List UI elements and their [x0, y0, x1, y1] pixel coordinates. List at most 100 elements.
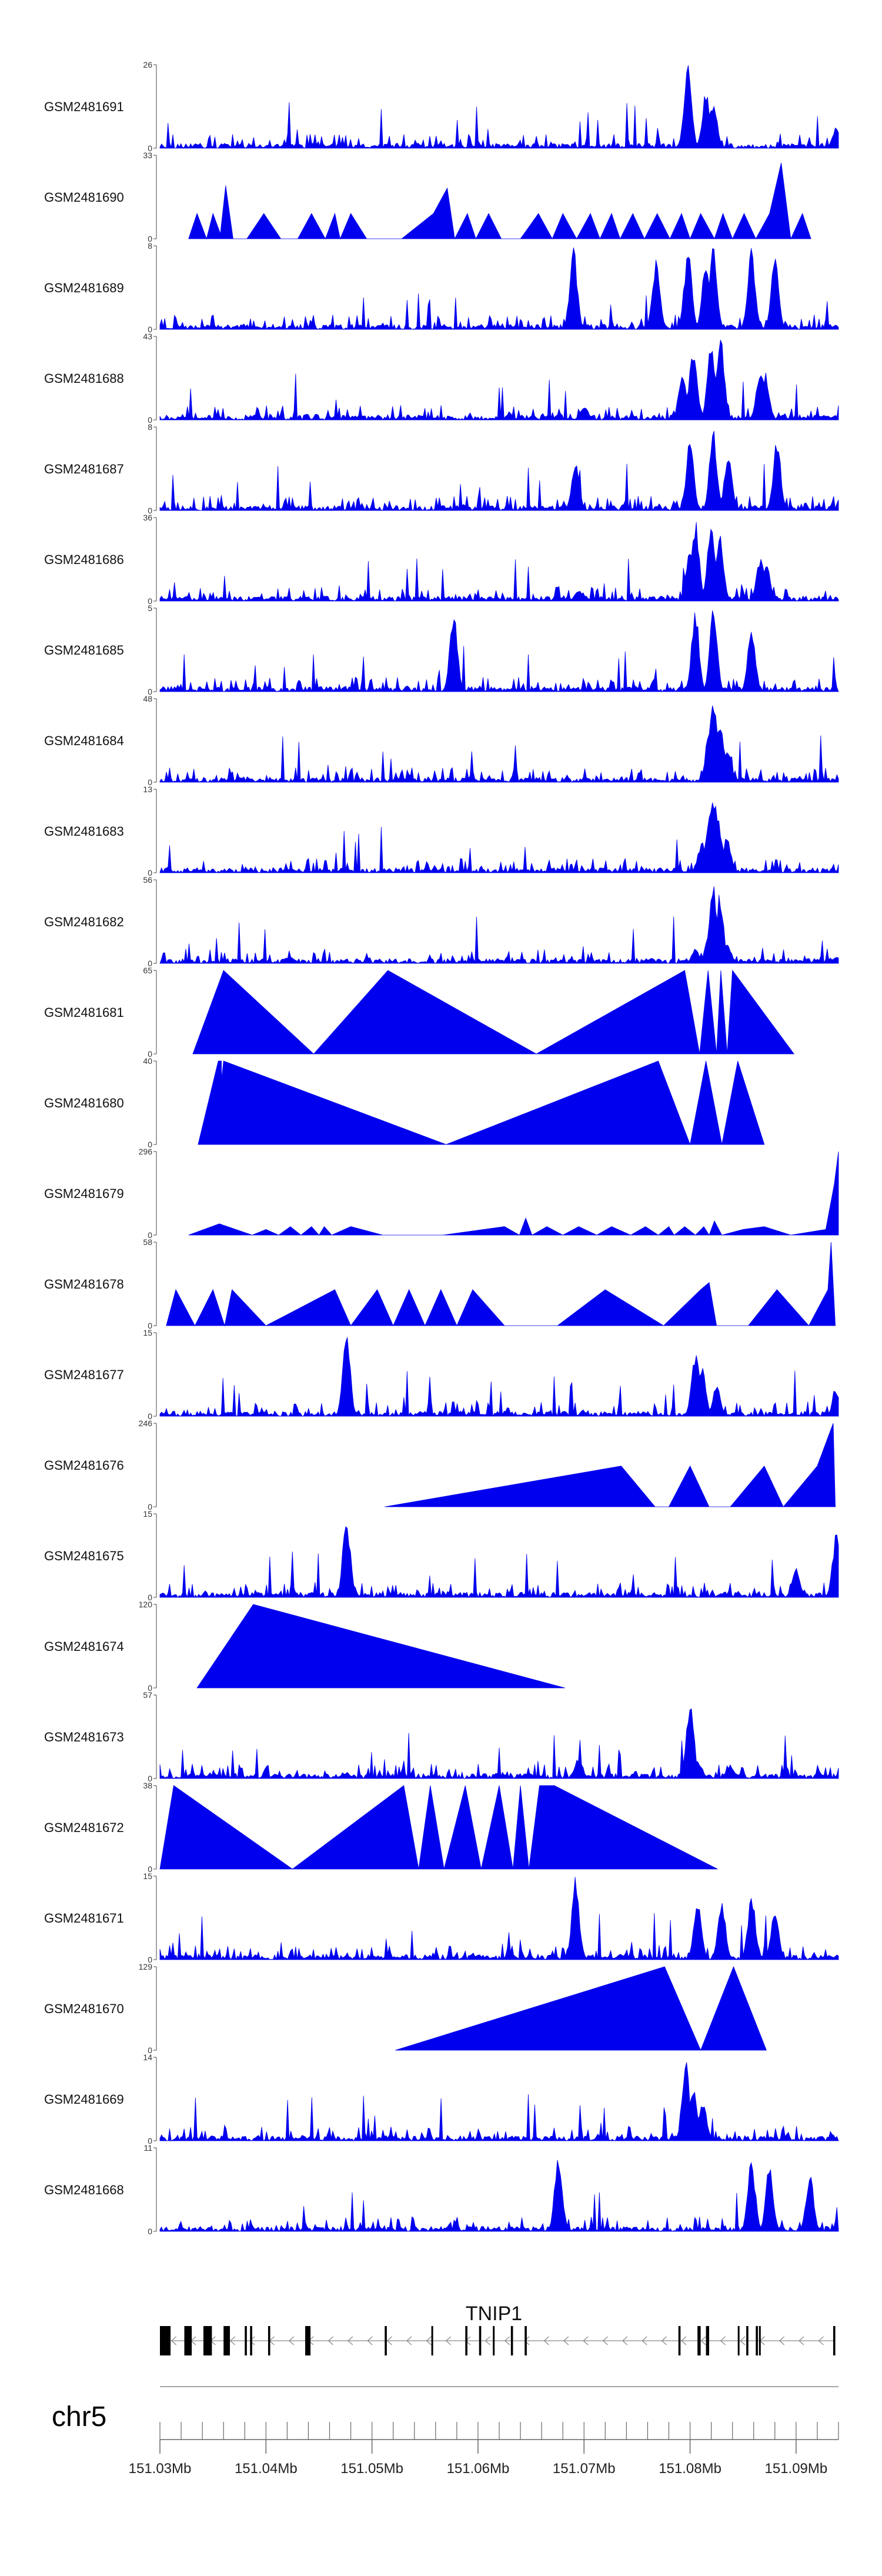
track-gsm2481678: GSM2481678 58 0 — [44, 1237, 836, 1330]
y-zero-label: 0 — [148, 596, 152, 606]
track-gsm2481676: GSM2481676 246 0 — [44, 1419, 836, 1511]
exon — [268, 2326, 270, 2355]
track-gsm2481688: GSM2481688 43 0 — [44, 332, 839, 425]
y-zero-label: 0 — [148, 325, 152, 334]
gene-model-track: TNIP1 — [160, 2303, 838, 2387]
y-max-label: 57 — [143, 1690, 152, 1700]
y-max-label: 14 — [143, 2053, 152, 2062]
x-tick-label: 151.03Mb — [129, 2461, 192, 2477]
strand-chevron — [367, 2336, 373, 2345]
exon — [203, 2326, 212, 2355]
y-zero-label: 0 — [148, 687, 152, 696]
x-tick-label: 151.07Mb — [553, 2461, 616, 2477]
track-gsm2481673: GSM2481673 57 0 — [44, 1690, 839, 1783]
strand-chevron — [622, 2336, 628, 2345]
y-max-label: 58 — [143, 1237, 152, 1247]
exon — [746, 2326, 749, 2355]
y-max-label: 129 — [139, 1962, 153, 1971]
strand-chevron — [543, 2336, 549, 2345]
y-zero-label: 0 — [148, 1412, 152, 1421]
signal-area — [159, 1708, 839, 1779]
strand-chevron — [229, 2336, 236, 2345]
strand-chevron — [426, 2336, 432, 2345]
track-gsm2481691: GSM2481691 26 0 — [44, 60, 839, 153]
signal-area — [192, 969, 795, 1055]
strand-chevron — [406, 2336, 412, 2345]
strand-chevron — [288, 2336, 295, 2345]
chromosome-label: chr5 — [52, 2401, 106, 2432]
signal-area — [159, 886, 839, 965]
strand-chevron — [799, 2336, 804, 2345]
track-label: GSM2481670 — [44, 2001, 124, 2016]
y-max-label: 26 — [143, 60, 152, 69]
y-zero-label: 0 — [148, 415, 152, 425]
y-zero-label: 0 — [148, 1140, 152, 1149]
y-max-label: 65 — [143, 966, 152, 975]
signal-area — [159, 2160, 839, 2233]
track-gsm2481689: GSM2481689 8 0 — [44, 241, 839, 334]
track-gsm2481675: GSM2481675 15 0 — [44, 1509, 839, 1602]
signal-area — [159, 802, 839, 873]
strand-chevron — [524, 2336, 530, 2345]
signal-area — [196, 1604, 565, 1689]
track-gsm2481687: GSM2481687 8 0 — [44, 422, 839, 515]
track-label: GSM2481683 — [44, 824, 124, 839]
strand-chevron — [347, 2336, 353, 2345]
strand-chevron — [720, 2336, 726, 2345]
strand-chevron — [700, 2336, 706, 2345]
y-max-label: 33 — [143, 151, 152, 160]
y-zero-label: 0 — [148, 144, 152, 153]
track-gsm2481685: GSM2481685 5 0 — [44, 603, 839, 696]
track-label: GSM2481688 — [44, 371, 124, 386]
x-tick-label: 151.09Mb — [765, 2461, 828, 2477]
strand-chevron — [249, 2336, 255, 2345]
exon — [759, 2326, 761, 2355]
track-gsm2481677: GSM2481677 15 0 — [44, 1328, 839, 1421]
y-zero-label: 0 — [148, 1230, 152, 1240]
track-gsm2481682: GSM2481682 56 0 — [44, 875, 839, 968]
strand-chevron — [583, 2336, 589, 2345]
track-label: GSM2481673 — [44, 1730, 124, 1744]
x-tick-label: 151.05Mb — [340, 2461, 403, 2477]
y-max-label: 36 — [143, 513, 152, 522]
y-zero-label: 0 — [148, 868, 152, 877]
track-label: GSM2481679 — [44, 1186, 124, 1201]
signal-area — [159, 431, 839, 512]
y-zero-label: 0 — [148, 1593, 152, 1602]
track-gsm2481686: GSM2481686 36 0 — [44, 513, 839, 606]
strand-chevron — [386, 2336, 392, 2345]
exon — [305, 2326, 311, 2355]
signal-area — [159, 705, 839, 783]
signal-area — [198, 1060, 765, 1146]
exon — [493, 2326, 495, 2355]
y-max-label: 38 — [143, 1781, 152, 1790]
track-gsm2481681: GSM2481681 65 0 — [44, 966, 795, 1059]
strand-chevron — [563, 2336, 569, 2345]
strand-chevron — [740, 2336, 746, 2345]
y-max-label: 15 — [143, 1871, 152, 1881]
track-gsm2481670: GSM2481670 129 0 — [44, 1962, 767, 2055]
y-max-label: 56 — [143, 875, 152, 885]
track-label: GSM2481686 — [44, 552, 124, 567]
signal-area — [159, 1526, 839, 1599]
y-zero-label: 0 — [148, 234, 152, 243]
strand-chevron — [328, 2336, 333, 2345]
signal-area — [385, 1423, 836, 1507]
exon — [250, 2326, 252, 2355]
y-max-label: 5 — [148, 603, 152, 613]
exon — [833, 2326, 836, 2355]
y-zero-label: 0 — [148, 959, 152, 968]
y-max-label: 15 — [143, 1328, 152, 1337]
exon — [223, 2326, 230, 2355]
exon — [465, 2326, 467, 2355]
y-max-label: 8 — [148, 241, 152, 251]
signal-area — [159, 1785, 718, 1870]
track-label: GSM2481685 — [44, 643, 124, 658]
track-gsm2481672: GSM2481672 38 0 — [44, 1781, 718, 1874]
track-gsm2481680: GSM2481680 40 0 — [44, 1056, 765, 1149]
strand-chevron — [485, 2336, 490, 2345]
y-max-label: 13 — [143, 785, 152, 794]
track-label: GSM2481672 — [44, 1820, 124, 1835]
track-gsm2481683: GSM2481683 13 0 — [44, 785, 839, 877]
